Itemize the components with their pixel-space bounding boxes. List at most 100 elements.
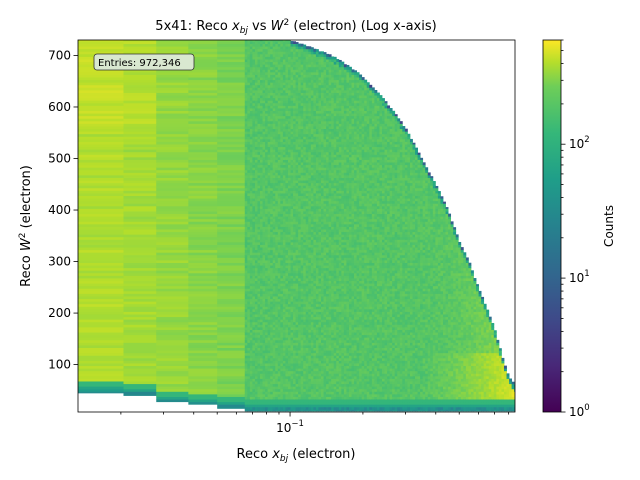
heatmap-cell (156, 188, 189, 191)
heatmap-cell (156, 245, 189, 248)
heatmap-cell (78, 139, 124, 142)
heatmap-cell (268, 399, 271, 402)
heatmap-cell (306, 397, 309, 400)
heatmap-cell (273, 371, 276, 374)
heatmap-cell (288, 407, 291, 410)
heatmap-cell (265, 64, 268, 67)
heatmap-cell (268, 87, 271, 90)
heatmap-cell (285, 201, 288, 204)
heatmap-cell (250, 180, 253, 183)
heatmap-cell (250, 345, 253, 348)
heatmap-cell (308, 255, 311, 258)
heatmap-cell (156, 260, 189, 263)
heatmap-cell (156, 327, 189, 330)
heatmap-cell (255, 103, 258, 106)
heatmap-cell (188, 183, 217, 186)
heatmap-cell (311, 196, 314, 199)
heatmap-cell (247, 178, 250, 181)
heatmap-cell (318, 342, 321, 345)
heatmap-cell (296, 332, 299, 335)
heatmap-cell (288, 314, 291, 317)
heatmap-cell (188, 134, 217, 137)
heatmap-cell (268, 312, 271, 315)
heatmap-cell (285, 250, 288, 253)
heatmap-cell (285, 44, 288, 47)
heatmap-cell (306, 139, 309, 142)
heatmap-cell (288, 324, 291, 327)
heatmap-cell (301, 149, 304, 152)
heatmap-cell (273, 167, 276, 170)
heatmap-cell (296, 304, 299, 307)
heatmap-cell (298, 85, 301, 88)
heatmap-cell (255, 118, 258, 121)
heatmap-cell (252, 111, 255, 114)
heatmap-cell (291, 126, 294, 129)
heatmap-cell (257, 72, 260, 75)
heatmap-cell (301, 183, 304, 186)
heatmap-cell (260, 342, 263, 345)
heatmap-cell (283, 322, 286, 325)
heatmap-cell (303, 360, 306, 363)
heatmap-cell (252, 49, 255, 52)
heatmap-cell (298, 260, 301, 263)
heatmap-cell (257, 208, 260, 211)
heatmap-cell (247, 136, 250, 139)
heatmap-cell (306, 51, 309, 54)
heatmap-cell (303, 227, 306, 230)
heatmap-cell (273, 41, 276, 44)
heatmap-cell (296, 111, 299, 114)
heatmap-cell (217, 322, 245, 325)
heatmap-cell (273, 95, 276, 98)
heatmap-cell (303, 371, 306, 374)
heatmap-cell (291, 257, 294, 260)
heatmap-cell (303, 123, 306, 126)
heatmap-cell (268, 345, 271, 348)
heatmap-cell (217, 201, 245, 204)
heatmap-cell (301, 273, 304, 276)
heatmap-cell (318, 363, 321, 366)
heatmap-cell (278, 355, 281, 358)
heatmap-cell (247, 242, 250, 245)
heatmap-cell (306, 64, 309, 67)
heatmap-cell (123, 309, 156, 312)
heatmap-cell (296, 108, 299, 111)
heatmap-cell (291, 229, 294, 232)
heatmap-cell (280, 175, 283, 178)
heatmap-cell (257, 131, 260, 134)
heatmap-cell (257, 371, 260, 374)
heatmap-cell (313, 136, 316, 139)
heatmap-cell (260, 265, 263, 268)
heatmap-cell (270, 85, 273, 88)
heatmap-cell (285, 379, 288, 382)
heatmap-cell (316, 376, 319, 379)
heatmap-cell (265, 77, 268, 80)
heatmap-cell (188, 376, 217, 379)
heatmap-cell (247, 111, 250, 114)
heatmap-cell (188, 144, 217, 147)
heatmap-cell (265, 111, 268, 114)
heatmap-cell (265, 216, 268, 219)
heatmap-cell (245, 227, 248, 230)
heatmap-cell (306, 85, 309, 88)
heatmap-cell (313, 324, 316, 327)
heatmap-cell (318, 335, 321, 338)
heatmap-cell (303, 100, 306, 103)
heatmap-cell (303, 322, 306, 325)
heatmap-cell (306, 252, 309, 255)
heatmap-cell (285, 154, 288, 157)
heatmap-cell (252, 397, 255, 400)
heatmap-cell (306, 306, 309, 309)
heatmap-cell (268, 201, 271, 204)
heatmap-cell (245, 386, 248, 389)
heatmap-cell (306, 90, 309, 93)
heatmap-cell (291, 273, 294, 276)
heatmap-cell (313, 291, 316, 294)
heatmap-cell (257, 391, 260, 394)
heatmap-cell (252, 322, 255, 325)
heatmap-cell (252, 54, 255, 57)
heatmap-cell (265, 391, 268, 394)
heatmap-cell (316, 229, 319, 232)
heatmap-cell (313, 397, 316, 400)
heatmap-cell (156, 384, 189, 387)
heatmap-cell (217, 105, 245, 108)
